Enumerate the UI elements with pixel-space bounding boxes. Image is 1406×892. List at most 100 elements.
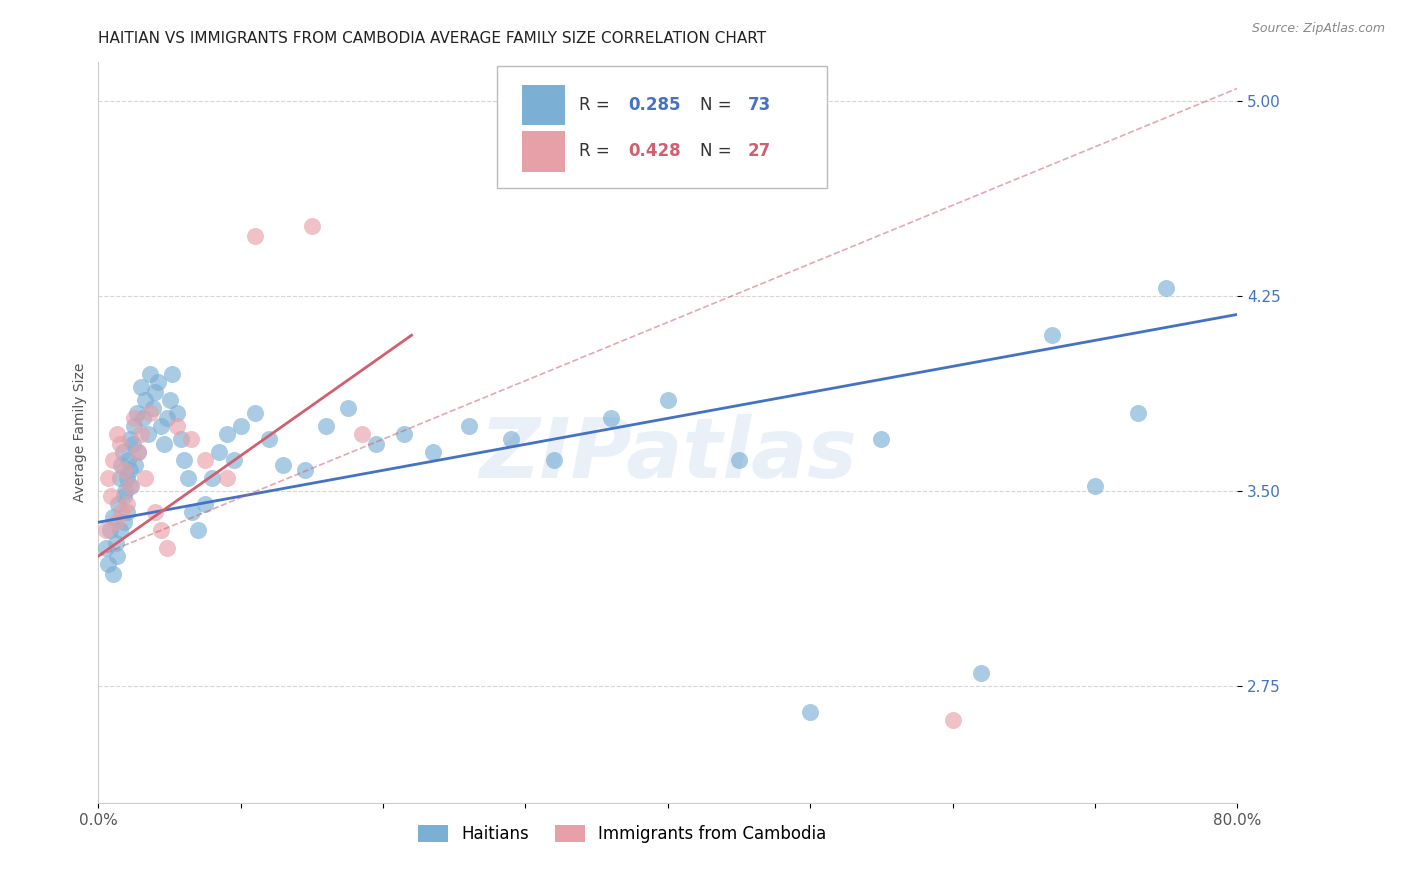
Point xyxy=(125,406,148,420)
Point xyxy=(150,419,173,434)
Point xyxy=(101,453,124,467)
Point xyxy=(115,471,138,485)
Point xyxy=(120,479,142,493)
Point xyxy=(108,471,131,485)
Point xyxy=(94,523,117,537)
Point xyxy=(208,445,231,459)
Point xyxy=(148,375,170,389)
Point xyxy=(129,380,152,394)
Point xyxy=(799,705,821,719)
Point xyxy=(122,419,145,434)
Text: 73: 73 xyxy=(748,95,770,113)
FancyBboxPatch shape xyxy=(498,66,827,188)
Point xyxy=(153,437,176,451)
Point xyxy=(728,453,751,467)
Point xyxy=(215,426,238,441)
Text: ZIPatlas: ZIPatlas xyxy=(479,414,856,495)
Point xyxy=(104,515,127,529)
Point xyxy=(180,432,202,446)
Legend: Haitians, Immigrants from Cambodia: Haitians, Immigrants from Cambodia xyxy=(412,819,832,850)
Text: R =: R = xyxy=(579,95,614,113)
Point xyxy=(145,385,167,400)
Point xyxy=(177,471,200,485)
Point xyxy=(112,463,135,477)
Point xyxy=(101,567,124,582)
Point xyxy=(118,432,141,446)
Point xyxy=(394,426,416,441)
Point xyxy=(115,497,138,511)
Point xyxy=(187,523,209,537)
Point xyxy=(105,549,128,563)
Point xyxy=(108,523,131,537)
Point xyxy=(134,471,156,485)
Point xyxy=(138,367,160,381)
Point xyxy=(942,713,965,727)
Y-axis label: Average Family Size: Average Family Size xyxy=(73,363,87,502)
Point xyxy=(600,411,623,425)
Point xyxy=(501,432,523,446)
Point xyxy=(124,458,146,472)
Point xyxy=(1126,406,1149,420)
Point xyxy=(194,497,217,511)
Point xyxy=(215,471,238,485)
Point xyxy=(98,523,121,537)
Point xyxy=(104,536,127,550)
Text: 27: 27 xyxy=(748,143,770,161)
Point xyxy=(457,419,479,434)
Point xyxy=(150,523,173,537)
Point xyxy=(117,453,139,467)
Text: Source: ZipAtlas.com: Source: ZipAtlas.com xyxy=(1251,22,1385,36)
Text: 0.285: 0.285 xyxy=(628,95,681,113)
Text: N =: N = xyxy=(700,95,737,113)
Point xyxy=(229,419,252,434)
Point xyxy=(100,489,122,503)
Point xyxy=(156,411,179,425)
Point xyxy=(118,479,141,493)
Point xyxy=(194,453,217,467)
Point xyxy=(145,505,167,519)
FancyBboxPatch shape xyxy=(522,131,565,172)
Point xyxy=(159,393,181,408)
Point xyxy=(110,458,132,472)
Point xyxy=(294,463,316,477)
Point xyxy=(136,426,159,441)
Point xyxy=(1154,281,1177,295)
Point xyxy=(127,445,149,459)
Point xyxy=(166,419,188,434)
Point xyxy=(112,515,135,529)
Point xyxy=(118,463,141,477)
Point xyxy=(107,497,129,511)
Point xyxy=(315,419,337,434)
Point xyxy=(156,541,179,556)
Point xyxy=(111,445,134,459)
Point xyxy=(114,484,136,499)
Point xyxy=(105,426,128,441)
Point xyxy=(138,406,160,420)
Point xyxy=(181,505,204,519)
Point xyxy=(131,411,153,425)
Point xyxy=(201,471,224,485)
Point xyxy=(259,432,281,446)
Text: R =: R = xyxy=(579,143,614,161)
Point xyxy=(129,426,152,441)
Point xyxy=(870,432,893,446)
Point xyxy=(1084,479,1107,493)
Point xyxy=(141,401,163,415)
Point xyxy=(970,665,993,680)
Point xyxy=(112,489,135,503)
Point xyxy=(94,541,117,556)
Point xyxy=(97,471,120,485)
Point xyxy=(350,426,373,441)
Point xyxy=(97,557,120,571)
Point xyxy=(364,437,387,451)
Point xyxy=(422,445,444,459)
Point xyxy=(170,432,193,446)
Point xyxy=(543,453,565,467)
Point xyxy=(162,367,184,381)
Point xyxy=(122,411,145,425)
Point xyxy=(243,406,266,420)
Point xyxy=(243,229,266,244)
Text: 0.428: 0.428 xyxy=(628,143,681,161)
Point xyxy=(222,453,245,467)
Point xyxy=(121,437,143,451)
